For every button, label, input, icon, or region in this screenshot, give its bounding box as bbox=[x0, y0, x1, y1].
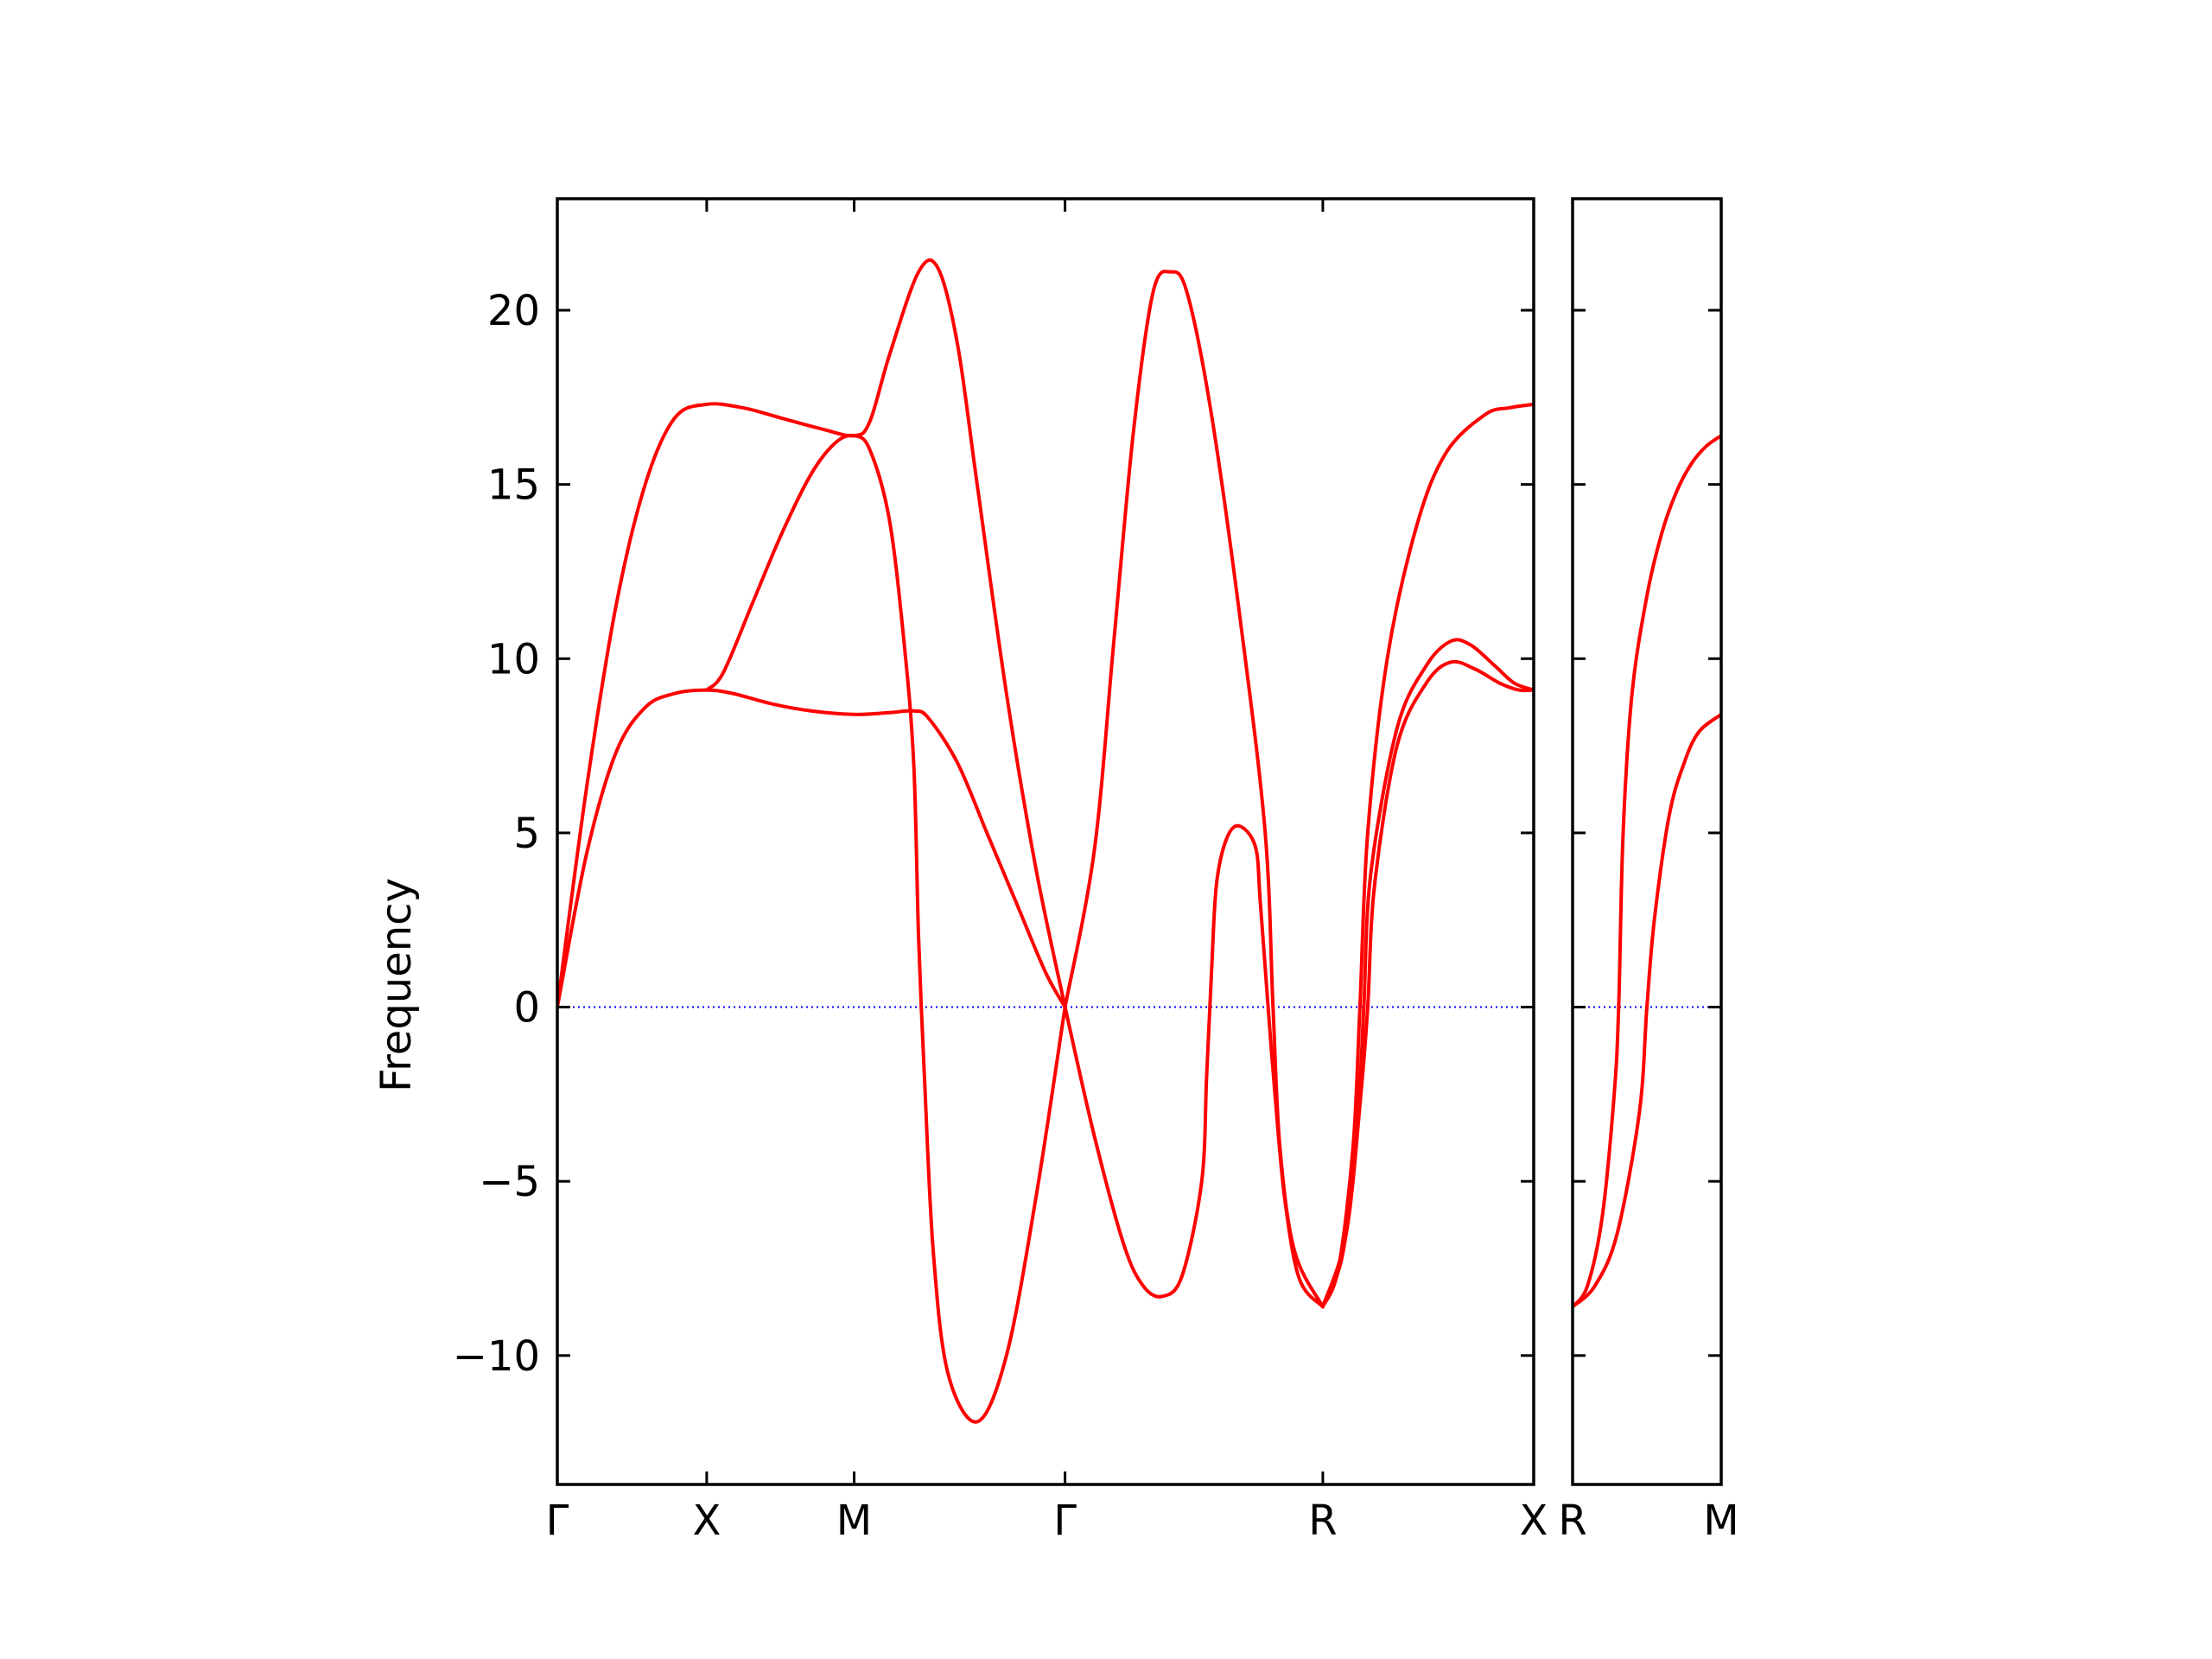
x-tick-label: M bbox=[1703, 1497, 1738, 1545]
x-tick-label: Γ bbox=[546, 1497, 569, 1545]
y-tick-label: 20 bbox=[487, 287, 540, 335]
x-tick-label: M bbox=[836, 1497, 872, 1545]
band-line-panel1-5 bbox=[1063, 270, 1325, 1309]
band-line-panel1-6 bbox=[1320, 402, 1534, 1309]
x-tick-label: R bbox=[1308, 1497, 1337, 1545]
x-tick-label: X bbox=[692, 1497, 721, 1545]
x-tick-label: R bbox=[1558, 1497, 1586, 1545]
band-line-panel1-4 bbox=[1063, 823, 1325, 1309]
y-tick-label: −5 bbox=[479, 1158, 540, 1206]
band-line-panel1-8 bbox=[1320, 659, 1534, 1309]
y-tick-label: −10 bbox=[453, 1332, 540, 1381]
y-tick-label: 15 bbox=[487, 461, 540, 510]
band-line-panel2-1 bbox=[1573, 434, 1721, 1309]
band-line-panel2-2 bbox=[1573, 712, 1721, 1309]
y-axis-label: Frequency bbox=[372, 878, 421, 1092]
band-line-panel1-3 bbox=[704, 433, 1067, 1424]
panel-frame-1 bbox=[556, 197, 1535, 1486]
y-tick-label: 10 bbox=[487, 635, 540, 683]
panel-frame-2 bbox=[1571, 197, 1723, 1486]
x-tick-label: X bbox=[1520, 1497, 1548, 1545]
band-line-panel1-2 bbox=[557, 258, 1067, 1009]
y-tick-label: 5 bbox=[513, 810, 540, 858]
y-tick-label: 0 bbox=[513, 984, 540, 1033]
band-line-panel1-7 bbox=[1320, 638, 1534, 1309]
x-tick-label: Γ bbox=[1053, 1497, 1077, 1545]
band-line-panel1-1 bbox=[557, 688, 1067, 1009]
